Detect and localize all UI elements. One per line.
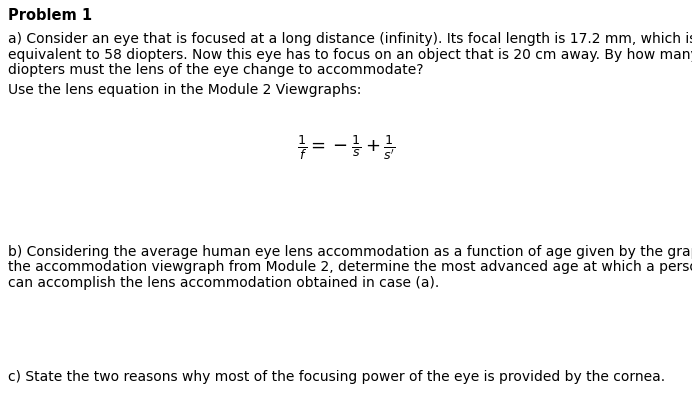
Text: Problem 1: Problem 1	[8, 8, 92, 23]
Text: diopters must the lens of the eye change to accommodate?: diopters must the lens of the eye change…	[8, 63, 424, 77]
Text: equivalent to 58 diopters. Now this eye has to focus on an object that is 20 cm : equivalent to 58 diopters. Now this eye …	[8, 47, 692, 61]
Text: Use the lens equation in the Module 2 Viewgraphs:: Use the lens equation in the Module 2 Vi…	[8, 83, 361, 97]
Text: c) State the two reasons why most of the focusing power of the eye is provided b: c) State the two reasons why most of the…	[8, 369, 665, 383]
Text: b) Considering the average human eye lens accommodation as a function of age giv: b) Considering the average human eye len…	[8, 244, 692, 258]
Text: can accomplish the lens accommodation obtained in case (a).: can accomplish the lens accommodation ob…	[8, 275, 439, 289]
Text: $\frac{1}{f} = -\frac{1}{s} + \frac{1}{s'}$: $\frac{1}{f} = -\frac{1}{s} + \frac{1}{s…	[297, 134, 395, 162]
Text: a) Consider an eye that is focused at a long distance (infinity). Its focal leng: a) Consider an eye that is focused at a …	[8, 32, 692, 46]
Text: the accommodation viewgraph from Module 2, determine the most advanced age at wh: the accommodation viewgraph from Module …	[8, 260, 692, 274]
